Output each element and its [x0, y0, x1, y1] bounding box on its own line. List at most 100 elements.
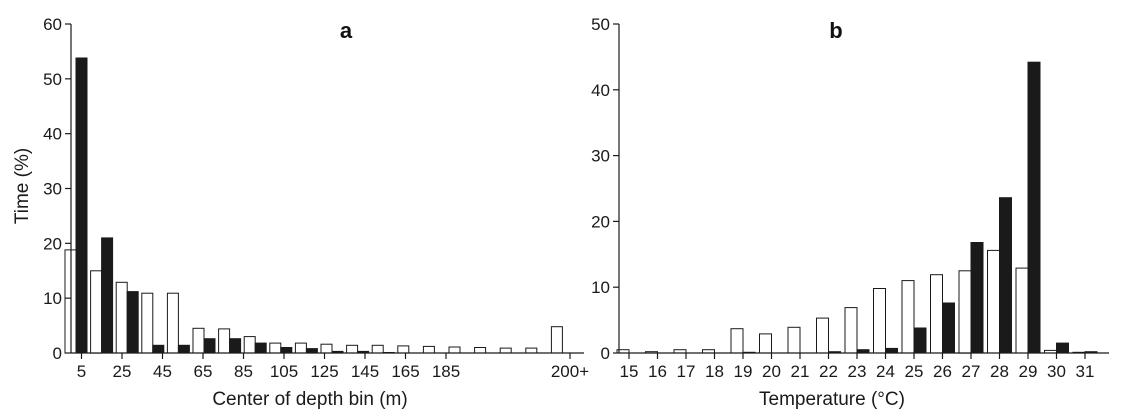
- panel-b-bars: [616, 61, 1098, 354]
- y-tick-label-40: 40: [591, 81, 610, 100]
- bar-filled-55: [203, 338, 216, 354]
- bar-filled-85: [280, 347, 293, 354]
- x-tick-label-25: 25: [905, 362, 924, 381]
- bar-open-105: [320, 343, 333, 354]
- bar-open-175: [499, 347, 512, 354]
- y-tick-label-50: 50: [43, 70, 62, 89]
- x-tick-label-31: 31: [1076, 362, 1095, 381]
- bar-filled-27: [970, 242, 984, 354]
- bar-open-115: [346, 344, 359, 354]
- bar-open-26: [930, 274, 943, 354]
- x-tick-label-18: 18: [705, 362, 724, 381]
- panel-b-x-axis-title: Temperature (°C): [759, 389, 905, 410]
- bar-filled-30: [1056, 342, 1069, 354]
- bar-filled-29: [1027, 61, 1041, 354]
- bar-open-45: [166, 292, 179, 354]
- bar-open-125: [371, 344, 384, 354]
- bar-filled-95: [305, 348, 318, 354]
- bar-open-15: [90, 270, 103, 354]
- bar-open-135: [397, 345, 410, 354]
- bar-filled-25: [913, 327, 927, 354]
- bar-filled-35: [152, 344, 165, 354]
- bar-open-25: [901, 280, 915, 354]
- bar-open-155: [448, 346, 461, 354]
- bar-filled-15: [101, 237, 114, 354]
- x-tick-label-25: 25: [113, 362, 132, 381]
- bar-filled-28: [999, 197, 1012, 354]
- bar-open-23: [844, 307, 858, 354]
- y-tick-label-60: 60: [43, 15, 62, 34]
- x-tick-label-16: 16: [648, 362, 667, 381]
- bar-open-25: [115, 281, 128, 354]
- x-tick-label-24: 24: [876, 362, 895, 381]
- x-tick-label-125: 125: [310, 362, 338, 381]
- bar-filled-45: [177, 344, 190, 354]
- x-tick-label-45: 45: [153, 362, 172, 381]
- bar-open-24: [873, 288, 886, 354]
- y-tick-label-30: 30: [591, 147, 610, 166]
- panel-a-depth-chart: a 0 10 20 30 40 50 60 5 25 45 65 85 105 125 145 165 185 2…: [12, 15, 589, 410]
- x-tick-label-26: 26: [933, 362, 952, 381]
- y-tick-label-20: 20: [43, 234, 62, 253]
- y-tick-label-0: 0: [601, 344, 610, 363]
- x-tick-label-20: 20: [762, 362, 781, 381]
- x-tick-label-165: 165: [391, 362, 419, 381]
- bar-open-21: [787, 326, 801, 354]
- bar-open-145: [422, 345, 435, 354]
- x-tick-label-27: 27: [962, 362, 981, 381]
- bar-open-22: [816, 317, 829, 354]
- bar-open-85: [269, 342, 282, 354]
- y-tick-label-40: 40: [43, 125, 62, 144]
- panel-a-axes: 0 10 20 30 40 50 60 5 25 45 65 85 105 125 145 165 185 200…: [43, 15, 589, 381]
- bar-filled-75: [254, 342, 267, 354]
- bar-open-35: [141, 292, 154, 354]
- x-tick-label-29: 29: [1019, 362, 1038, 381]
- y-tick-label-30: 30: [43, 180, 62, 199]
- x-tick-label-15: 15: [620, 362, 639, 381]
- panel-a-y-axis-title: Time (%): [12, 148, 33, 224]
- x-tick-label-21: 21: [791, 362, 810, 381]
- x-tick-label-65: 65: [194, 362, 213, 381]
- x-tick-label-145: 145: [351, 362, 379, 381]
- bar-open-55: [192, 327, 205, 354]
- x-tick-label-17: 17: [677, 362, 696, 381]
- y-tick-label-20: 20: [591, 212, 610, 231]
- panel-a-bars: [64, 57, 563, 354]
- x-tick-label-5: 5: [77, 362, 86, 381]
- bar-open-27: [958, 270, 972, 354]
- y-tick-label-0: 0: [53, 344, 62, 363]
- y-tick-label-10: 10: [43, 289, 62, 308]
- x-tick-label-85: 85: [234, 362, 253, 381]
- bar-open-200+: [550, 326, 563, 354]
- panel-b-axes: 0 10 20 30 40 50 15 16 17 18 19 20 21 22 23 24 25 26 27 28 2…: [591, 15, 1109, 381]
- bar-open-20: [759, 333, 772, 354]
- panel-a-x-axis-title: Center of depth bin (m): [212, 389, 407, 410]
- bar-open-19: [730, 328, 744, 354]
- x-tick-label-30: 30: [1047, 362, 1066, 381]
- bar-filled-24: [885, 347, 898, 354]
- bar-open-185: [525, 347, 538, 354]
- x-tick-label-185: 185: [432, 362, 460, 381]
- x-tick-label-200+: 200+: [551, 362, 589, 381]
- bar-open-165: [474, 347, 487, 354]
- panel-b-temperature-chart: b 0 10 20 30 40 50 15 16 17 18 19 20 21 22 23 24 25 26 27 2…: [591, 15, 1109, 410]
- x-tick-label-19: 19: [734, 362, 753, 381]
- x-tick-label-105: 105: [270, 362, 298, 381]
- x-tick-label-22: 22: [819, 362, 838, 381]
- bar-open-65: [218, 328, 231, 354]
- x-tick-label-28: 28: [990, 362, 1009, 381]
- x-tick-label-23: 23: [848, 362, 867, 381]
- bar-filled-65: [229, 338, 242, 354]
- bar-filled-25: [126, 291, 139, 354]
- bar-open-75: [243, 336, 256, 354]
- y-tick-label-10: 10: [591, 278, 610, 297]
- bar-open-28: [987, 249, 1000, 354]
- bar-open-95: [294, 342, 307, 354]
- bar-filled-5: [75, 57, 88, 354]
- bar-open-29: [1015, 267, 1029, 354]
- bar-filled-26: [942, 302, 955, 354]
- panel-b-letter: b: [829, 18, 842, 43]
- panel-a-letter: a: [340, 18, 353, 43]
- y-tick-label-50: 50: [591, 15, 610, 34]
